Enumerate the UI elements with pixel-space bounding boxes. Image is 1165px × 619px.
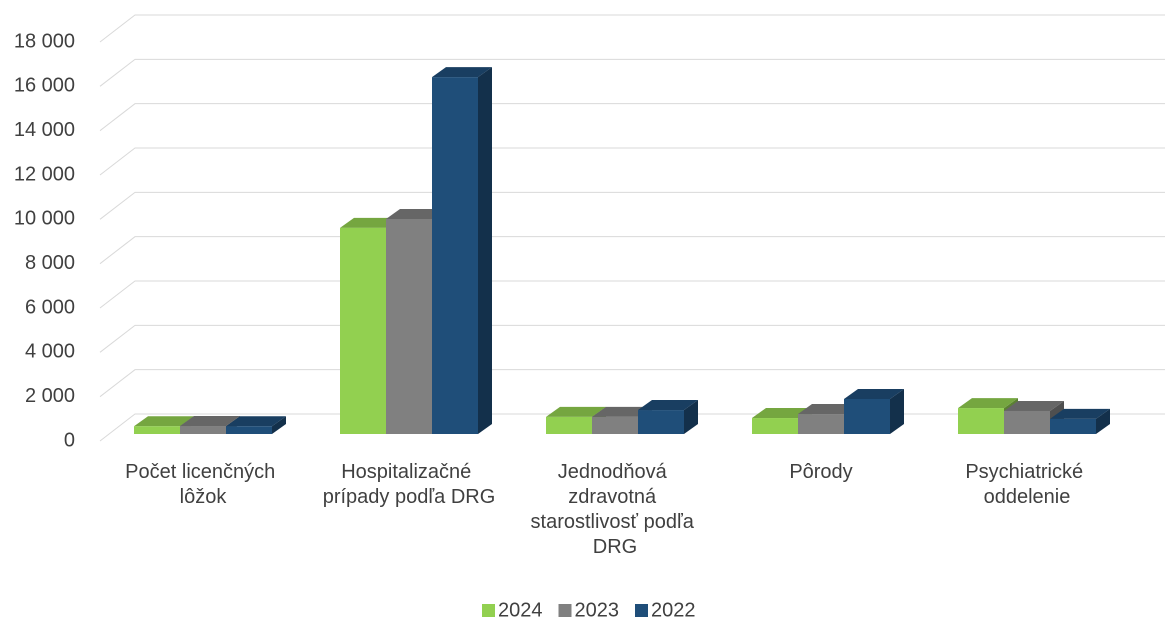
y-tick-label: 0 — [64, 429, 75, 451]
grid-line — [99, 147, 1165, 176]
bar-front — [1050, 418, 1096, 434]
bar-top — [958, 398, 1018, 409]
y-tick-label: 6 000 — [25, 296, 75, 318]
bar-side — [478, 67, 492, 434]
y-tick-label: 8 000 — [25, 252, 75, 274]
bar-top — [1004, 400, 1064, 411]
legend-label: 2023 — [575, 599, 620, 619]
y-tick-label: 4 000 — [25, 341, 75, 363]
x-tick-label: Hospitalizačné prípady podľa DRG — [323, 461, 496, 508]
bar-top — [638, 400, 698, 411]
y-tick-label: 18 000 — [14, 30, 75, 52]
y-tick-label: 14 000 — [14, 119, 75, 141]
bar-front — [180, 426, 226, 434]
bar-top — [386, 208, 446, 219]
bar-top — [432, 67, 492, 78]
y-tick-label: 10 000 — [14, 208, 75, 230]
grid-line — [99, 280, 1165, 309]
bar — [1050, 408, 1110, 434]
legend-swatch — [482, 604, 495, 617]
bar-front — [1004, 410, 1050, 434]
bar-top — [340, 217, 400, 228]
bar-front — [226, 426, 272, 434]
legend-label: 2024 — [498, 599, 543, 619]
legend-swatch — [635, 604, 648, 617]
grid-line — [99, 236, 1165, 265]
bar-side — [890, 388, 904, 434]
bar-front — [432, 77, 478, 434]
bar-side — [272, 416, 286, 434]
x-tick-label: Počet licenčných lôžok — [125, 461, 281, 508]
bar-front — [134, 426, 180, 434]
y-tick-label: 12 000 — [14, 163, 75, 185]
y-tick-label: 16 000 — [14, 75, 75, 97]
bar-front — [958, 408, 1004, 434]
bar-front — [844, 398, 890, 434]
bar-top — [226, 416, 286, 427]
bar-front — [340, 227, 386, 434]
bar-top — [752, 408, 812, 419]
x-tick-label: Psychiatrické oddelenie — [965, 461, 1088, 508]
bar-front — [546, 416, 592, 434]
bar-front — [752, 418, 798, 434]
bar-top — [592, 406, 652, 417]
legend-swatch — [558, 604, 572, 617]
grid-line — [99, 58, 1165, 87]
bar-front — [592, 416, 638, 434]
bar-side — [1096, 408, 1110, 434]
bar — [226, 416, 286, 434]
bar-side — [684, 400, 698, 434]
bar-top — [134, 416, 194, 427]
grid-line — [99, 103, 1165, 132]
legend: 2024 2023 2022 — [482, 599, 696, 619]
bar-top — [546, 406, 606, 417]
x-tick-label: Jednodňová zdravotná starostlivosť podľa… — [531, 461, 700, 558]
bar-top — [1050, 408, 1110, 419]
bar-front — [386, 218, 432, 434]
grid-line — [99, 369, 1165, 398]
bar — [638, 400, 698, 434]
grid-line — [99, 324, 1165, 353]
y-tick-label: 2 000 — [25, 385, 75, 407]
bar — [844, 388, 904, 434]
bar-top — [844, 388, 904, 399]
bar-top — [798, 404, 858, 415]
bar — [432, 67, 492, 434]
bar-front — [638, 410, 684, 434]
bar-front — [798, 414, 844, 434]
x-tick-label: Pôrody — [789, 461, 852, 483]
legend-label: 2022 — [651, 599, 696, 619]
bar-top — [180, 416, 240, 427]
grid-line — [99, 14, 1165, 43]
grid-line — [99, 191, 1165, 220]
